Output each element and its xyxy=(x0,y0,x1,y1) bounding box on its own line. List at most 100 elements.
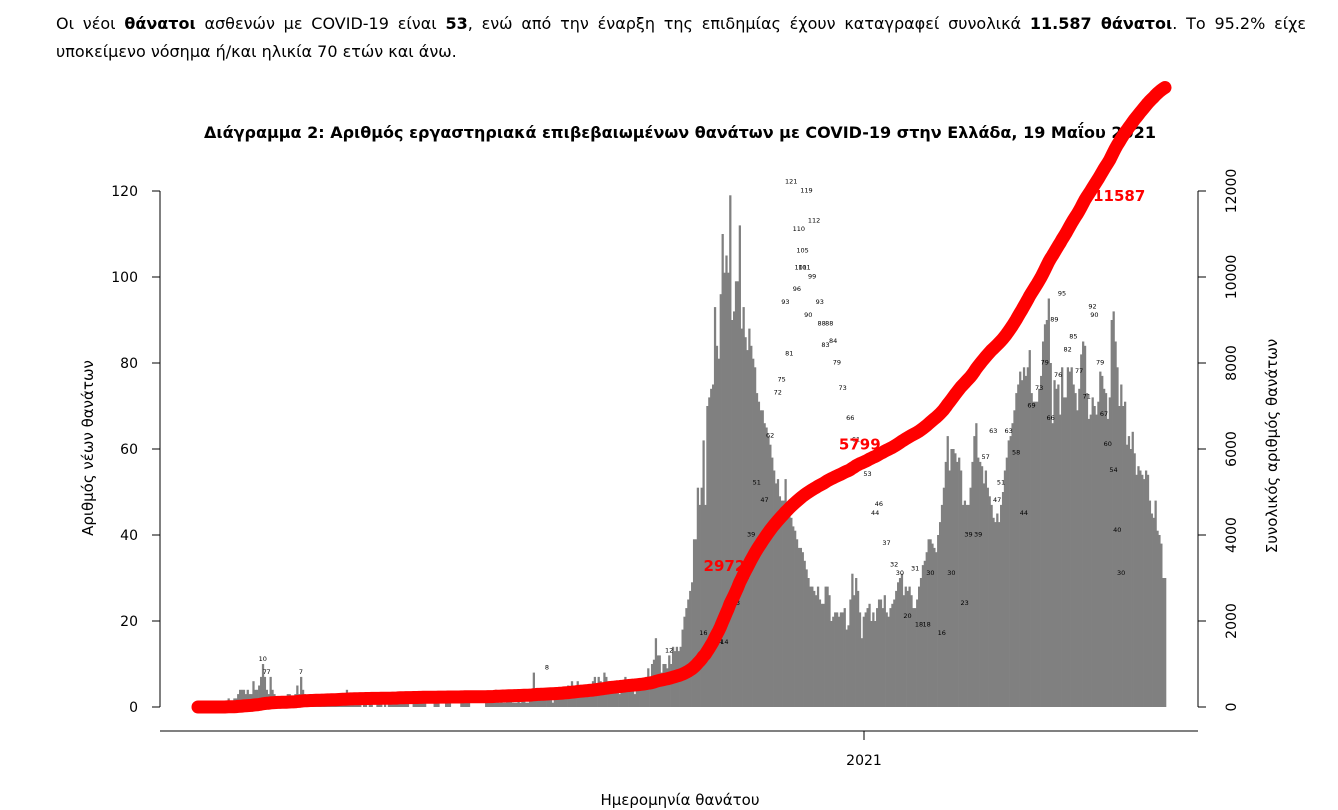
daily-deaths-bar xyxy=(1057,384,1060,707)
daily-deaths-bar xyxy=(883,595,886,707)
daily-deaths-bar xyxy=(723,272,726,707)
daily-deaths-bar xyxy=(847,625,850,707)
daily-deaths-bar xyxy=(511,702,515,707)
daily-deaths-bar xyxy=(1154,500,1157,707)
daily-deaths-bar xyxy=(778,496,782,707)
daily-deaths-bar xyxy=(822,603,825,707)
daily-deaths-bar xyxy=(1106,418,1110,707)
daily-deaths-bar xyxy=(530,698,534,707)
daily-deaths-bar xyxy=(776,479,780,707)
daily-deaths-bar xyxy=(832,616,835,707)
daily-deaths-bar xyxy=(391,702,394,707)
y2-tick-label: 4000 xyxy=(1224,517,1240,553)
bar-value-label: 63 xyxy=(989,427,997,435)
daily-deaths-bar xyxy=(1030,393,1033,707)
daily-deaths-bar xyxy=(691,582,694,707)
bar-value-label: 73 xyxy=(839,384,847,392)
daily-deaths-bar xyxy=(1108,397,1111,707)
daily-deaths-bar xyxy=(555,698,558,707)
daily-deaths-bar xyxy=(240,689,244,707)
intro-paragraph: Οι νέοι θάνατοι ασθενών με COVID-19 είνα… xyxy=(56,10,1306,66)
daily-deaths-bar xyxy=(1019,371,1022,707)
intro-bold-total: 11.587 θάνατοι xyxy=(1029,14,1173,33)
daily-deaths-bar xyxy=(1087,418,1091,707)
daily-deaths-bar xyxy=(704,504,707,707)
bar-value-label: 99 xyxy=(808,272,816,280)
daily-deaths-bar xyxy=(729,195,732,708)
daily-deaths-bar xyxy=(490,702,494,707)
bar-value-label: 77 xyxy=(1075,367,1083,375)
daily-deaths-bar xyxy=(774,483,778,707)
daily-deaths-bar xyxy=(713,307,717,707)
daily-deaths-bar xyxy=(975,423,978,707)
daily-deaths-bar xyxy=(1116,367,1119,707)
daily-deaths-bar xyxy=(809,586,812,707)
daily-deaths-bar xyxy=(1083,345,1087,707)
bar-value-label: 37 xyxy=(882,539,890,547)
daily-deaths-bar xyxy=(876,608,879,707)
daily-deaths-bar xyxy=(1080,354,1083,707)
daily-deaths-bar xyxy=(1101,375,1104,707)
daily-deaths-bar xyxy=(1076,410,1079,707)
daily-deaths-bar xyxy=(954,453,957,707)
daily-deaths-bar xyxy=(872,612,875,707)
bar-value-label: 92 xyxy=(1088,302,1096,310)
bar-value-label: 69 xyxy=(1027,401,1035,409)
daily-deaths-bar xyxy=(906,590,909,707)
daily-deaths-bar xyxy=(580,689,583,707)
daily-deaths-bar xyxy=(935,552,938,707)
bar-value-label: 12 xyxy=(665,646,673,654)
bar-value-label: 95 xyxy=(1058,290,1066,298)
daily-deaths-bar xyxy=(700,487,703,707)
daily-deaths-bar xyxy=(498,702,501,707)
daily-deaths-bar xyxy=(815,595,818,707)
daily-deaths-bar xyxy=(736,281,740,707)
daily-deaths-bar xyxy=(824,586,827,707)
daily-deaths-bar xyxy=(710,388,713,707)
daily-deaths-bar xyxy=(435,702,438,707)
daily-deaths-bar xyxy=(965,504,968,707)
daily-deaths-bar xyxy=(799,547,803,707)
daily-deaths-bar xyxy=(1074,393,1077,707)
daily-deaths-bar xyxy=(448,702,452,707)
daily-deaths-bar xyxy=(692,539,696,707)
daily-deaths-bar xyxy=(803,560,806,707)
daily-deaths-bar xyxy=(404,702,408,707)
daily-deaths-bar xyxy=(601,685,604,707)
daily-deaths-bar xyxy=(670,664,673,707)
daily-deaths-bar xyxy=(1103,388,1106,707)
daily-deaths-bar xyxy=(628,689,631,707)
daily-deaths-bar xyxy=(242,689,246,707)
daily-deaths-bar xyxy=(971,461,974,707)
daily-deaths-bar xyxy=(959,470,963,707)
daily-deaths-bar xyxy=(1062,397,1066,707)
bar-value-label: 84 xyxy=(829,337,837,345)
y-tick-label: 40 xyxy=(120,528,138,544)
daily-deaths-bar xyxy=(269,676,272,707)
daily-deaths-bar xyxy=(515,702,518,707)
daily-deaths-bar xyxy=(963,500,967,707)
daily-deaths-bar xyxy=(406,702,410,707)
daily-deaths-bar xyxy=(389,702,392,707)
bar-value-label: 30 xyxy=(896,569,904,577)
daily-deaths-bar xyxy=(881,608,885,707)
daily-deaths-bar xyxy=(1041,341,1045,707)
daily-deaths-bar xyxy=(551,702,555,707)
daily-deaths-bar xyxy=(1158,535,1161,707)
daily-deaths-bar xyxy=(631,689,635,707)
bar-value-label: 51 xyxy=(753,479,761,487)
daily-deaths-bar xyxy=(666,668,669,707)
daily-deaths-bar xyxy=(630,685,633,707)
daily-deaths-bar xyxy=(715,345,719,707)
daily-deaths-bar xyxy=(916,599,919,707)
daily-deaths-bar xyxy=(1028,350,1031,707)
daily-deaths-bar xyxy=(834,612,837,707)
daily-deaths-bar xyxy=(1068,371,1071,707)
daily-deaths-bar xyxy=(885,612,888,707)
bar-value-label: 105 xyxy=(796,247,808,255)
bar-value-label: 20 xyxy=(903,612,911,620)
daily-deaths-bar xyxy=(980,466,984,707)
daily-deaths-bar xyxy=(927,539,930,707)
daily-deaths-bar xyxy=(856,590,860,707)
